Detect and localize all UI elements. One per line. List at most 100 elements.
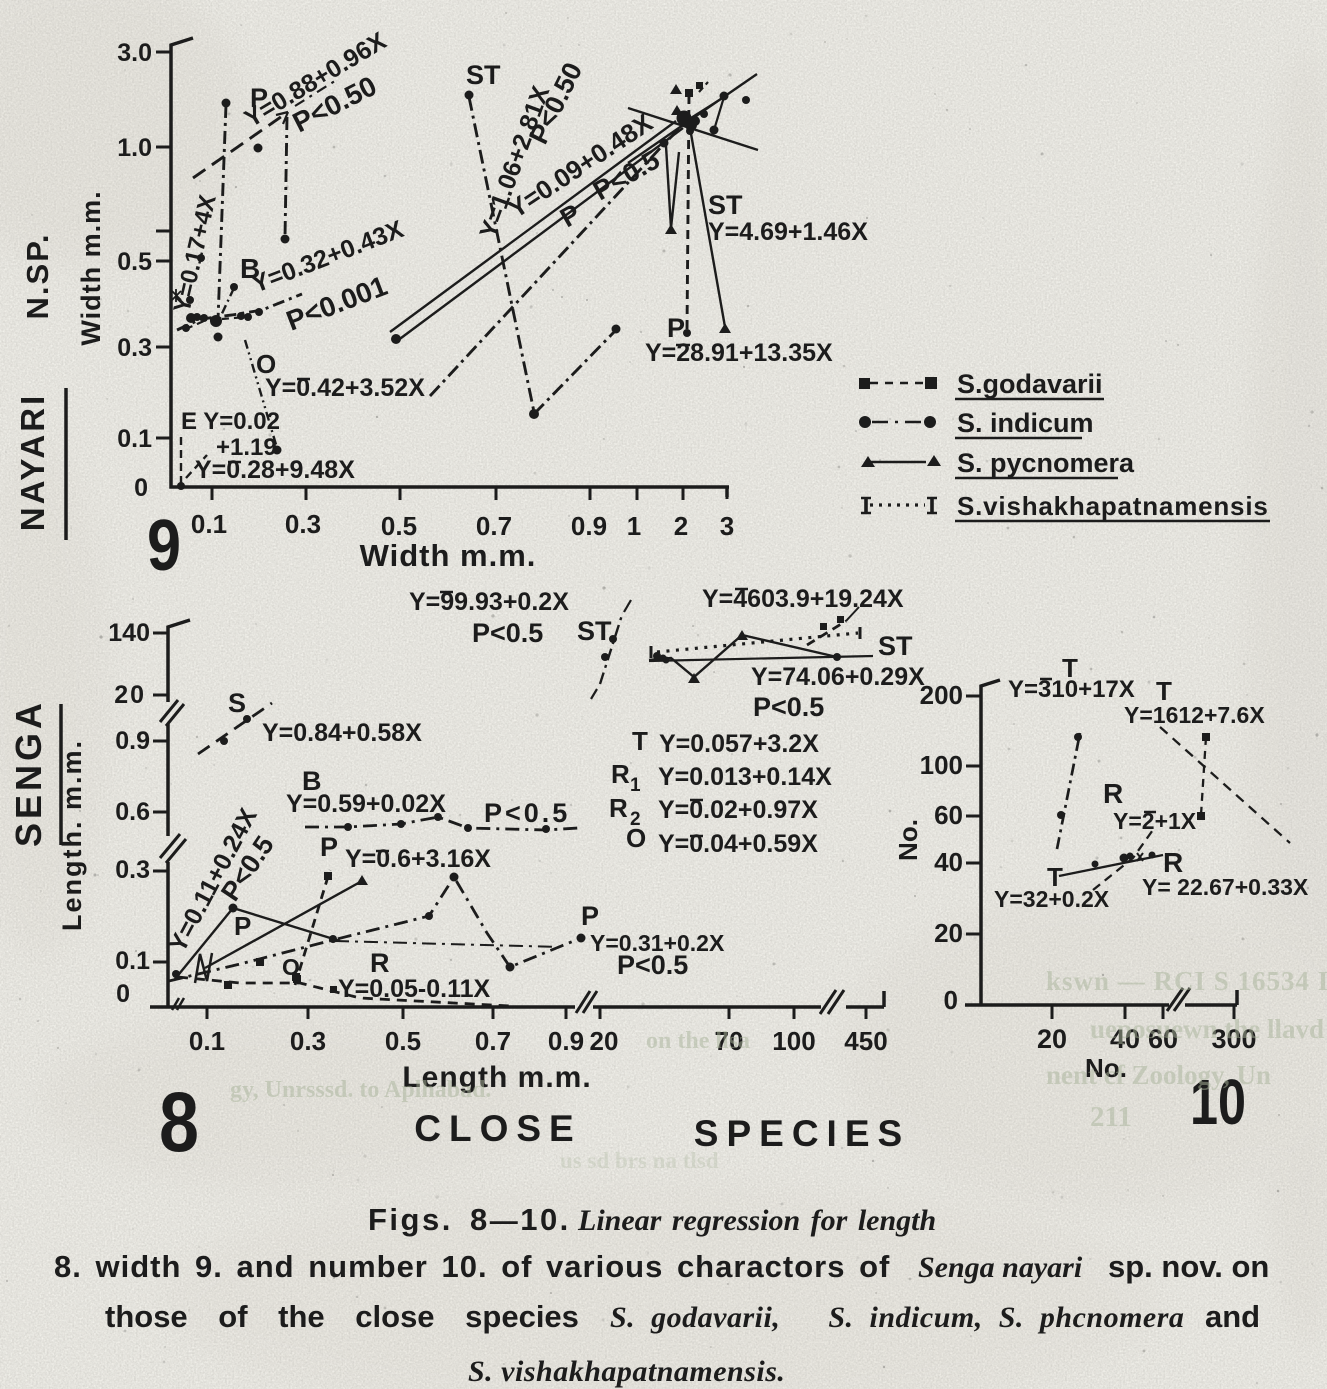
svg-text:20: 20 [114, 681, 146, 709]
svg-text:CLOSE: CLOSE [414, 1108, 581, 1149]
svg-text:8: 8 [159, 1075, 199, 1169]
svg-text:P<0.5: P<0.5 [617, 950, 688, 980]
svg-text:Y=0.84+0.58X: Y=0.84+0.58X [262, 719, 422, 747]
svg-text:No.: No. [1085, 1053, 1127, 1083]
svg-text:R: R [1103, 778, 1123, 809]
svg-text:B: B [240, 253, 260, 284]
svg-text:40: 40 [1110, 1024, 1140, 1054]
svg-text:Y=28.91+13.35X: Y=28.91+13.35X [645, 339, 833, 367]
svg-text:1.0: 1.0 [117, 134, 152, 162]
svg-text:9: 9 [147, 506, 181, 586]
svg-text:Y=4.69+1.46X: Y=4.69+1.46X [708, 218, 868, 246]
svg-text:on the llsa: on the llsa [646, 1028, 750, 1054]
svg-text:Y=99.93+0.2X: Y=99.93+0.2X [409, 588, 569, 616]
svg-text:kswn — RCI S 16534 IIslw ad: kswn — RCI S 16534 IIslw ad [1046, 966, 1327, 996]
svg-text:0: 0 [134, 474, 148, 502]
svg-text:T: T [632, 726, 648, 756]
svg-text:300: 300 [1211, 1024, 1256, 1054]
svg-text:ST: ST [466, 60, 501, 90]
svg-text:E Y=0.02: E Y=0.02 [181, 408, 280, 435]
svg-text:Width m.m.: Width m.m. [360, 538, 537, 573]
svg-text:100: 100 [772, 1026, 815, 1056]
svg-text:3.0: 3.0 [117, 39, 152, 67]
svg-text:20: 20 [1037, 1024, 1067, 1054]
svg-text:Y=32+0.2X: Y=32+0.2X [994, 886, 1110, 912]
svg-text:P: P [250, 83, 268, 113]
svg-text:0: 0 [944, 985, 958, 1015]
svg-text:450: 450 [844, 1026, 887, 1056]
svg-text:1: 1 [630, 775, 641, 796]
svg-text:gy, Unrsssd. to Aplhabad.: gy, Unrsssd. to Aplhabad. [230, 1077, 491, 1103]
svg-text:Y=0.04+0.59X: Y=0.04+0.59X [658, 830, 818, 858]
svg-text:70: 70 [715, 1026, 744, 1056]
svg-text:us sd brs na tlsd: us sd brs na tlsd [560, 1148, 719, 1173]
svg-text:ueposuewn the llavd: ueposuewn the llavd [1090, 1014, 1324, 1044]
svg-text:211: 211 [1090, 1101, 1132, 1133]
svg-text:200: 200 [920, 680, 963, 710]
svg-text:Figs. 8—10.: Figs. 8—10. [368, 1202, 571, 1237]
svg-text:Y=0.02+0.97X: Y=0.02+0.97X [658, 796, 818, 824]
svg-text:Y=0.42+3.52X: Y=0.42+3.52X [265, 374, 425, 402]
svg-text:T: T [1047, 862, 1063, 892]
svg-text:S. indicum: S. indicum [957, 408, 1094, 438]
svg-text:Y=0.6+3.16X: Y=0.6+3.16X [345, 845, 491, 873]
svg-text:S. godavarii, S. indicum, S.: S. godavarii, S. indicum, S. phcnomera [610, 1301, 1184, 1334]
svg-text:0.5: 0.5 [117, 248, 152, 276]
svg-text:100: 100 [920, 750, 963, 780]
svg-text:0.3: 0.3 [290, 1026, 326, 1056]
svg-text:20: 20 [934, 918, 963, 948]
svg-text:S.godavarii: S.godavarii [957, 369, 1103, 399]
svg-text:Length m.m.: Length m.m. [402, 1061, 591, 1094]
svg-text:SPECIES: SPECIES [694, 1113, 910, 1154]
svg-text:140: 140 [108, 619, 150, 647]
svg-text:60: 60 [1148, 1024, 1178, 1054]
svg-text:40: 40 [934, 847, 963, 877]
svg-text:P: P [667, 313, 685, 343]
svg-text:20: 20 [590, 1026, 619, 1056]
svg-text:2: 2 [674, 511, 688, 541]
svg-text:P: P [581, 901, 599, 931]
svg-text:Y=1612+7.6X: Y=1612+7.6X [1124, 702, 1265, 728]
svg-text:0.9: 0.9 [548, 1026, 584, 1056]
svg-text:S: S [228, 688, 246, 718]
svg-text:0.7: 0.7 [476, 511, 512, 541]
svg-text:O: O [256, 349, 276, 379]
svg-text:T: T [1156, 676, 1172, 706]
svg-text:P: P [234, 911, 251, 941]
svg-text:R: R [370, 948, 390, 978]
svg-text:R: R [1163, 847, 1183, 878]
svg-text:No.: No. [893, 819, 923, 861]
svg-text:those of the close species: those of the close species [105, 1299, 579, 1334]
svg-text:SENGA: SENGA [8, 699, 49, 847]
svg-text:O: O [282, 954, 300, 980]
svg-text:Y=0.31+0.2X: Y=0.31+0.2X [590, 930, 725, 956]
svg-text:nent cf Zoology, Un: nent cf Zoology, Un [1046, 1060, 1271, 1090]
svg-text:1: 1 [627, 511, 641, 541]
svg-text:T: T [1062, 653, 1078, 683]
svg-text:0.9: 0.9 [115, 727, 150, 755]
svg-text:0.6: 0.6 [115, 798, 150, 826]
svg-text:+1.19: +1.19 [216, 434, 277, 461]
svg-text:N.SP.: N.SP. [20, 233, 55, 320]
svg-text:0.3: 0.3 [115, 856, 150, 884]
svg-text:0.5: 0.5 [385, 1026, 421, 1056]
svg-text:NAYARI: NAYARI [14, 393, 51, 531]
svg-text:and: and [1205, 1299, 1260, 1334]
svg-text:Y=0.59+0.02X: Y=0.59+0.02X [286, 790, 446, 818]
svg-text:Senga nayari: Senga nayari [918, 1251, 1083, 1284]
svg-text:Y=310+17X: Y=310+17X [1008, 676, 1135, 703]
svg-text:0.3: 0.3 [285, 509, 321, 539]
svg-text:0.1: 0.1 [189, 1026, 225, 1056]
svg-text:Width m.m.: Width m.m. [76, 190, 106, 345]
svg-text:ST: ST [577, 616, 612, 646]
svg-text:B: B [302, 766, 322, 796]
svg-text:sp. nov. on: sp. nov. on [1108, 1249, 1269, 1284]
svg-text:P<0.5: P<0.5 [472, 618, 543, 648]
svg-text:Y=74.06+0.29X: Y=74.06+0.29X [751, 663, 925, 691]
svg-text:0.3: 0.3 [117, 334, 152, 362]
svg-text:0.1: 0.1 [117, 425, 152, 453]
svg-text:0.1: 0.1 [191, 509, 227, 539]
svg-text:Y=0.28+9.48X: Y=0.28+9.48X [195, 456, 355, 484]
svg-text:0.9: 0.9 [571, 511, 607, 541]
svg-text:S. vishakhapatnamensis.: S. vishakhapatnamensis. [468, 1355, 785, 1388]
